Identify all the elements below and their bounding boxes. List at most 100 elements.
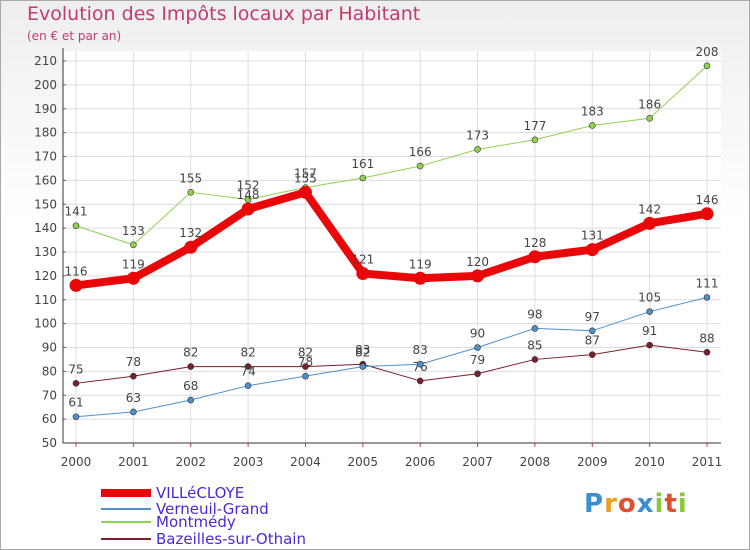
data-label: 98 — [527, 307, 542, 321]
y-tick-label: 200 — [34, 78, 57, 92]
x-tick-label: 2010 — [634, 455, 665, 469]
data-label: 83 — [413, 343, 428, 357]
data-label: 128 — [523, 236, 546, 250]
legend-label: Verneuil-Grand — [156, 500, 269, 518]
data-point — [244, 196, 252, 203]
data-label: 133 — [122, 224, 145, 238]
series-line — [75, 65, 708, 246]
data-label: 82 — [298, 346, 313, 360]
data-point — [700, 207, 714, 221]
data-point — [72, 380, 80, 387]
logo-letter: o — [617, 489, 637, 519]
data-point — [241, 202, 255, 216]
data-point — [416, 377, 424, 385]
legend-swatch — [101, 489, 151, 497]
y-tick-label: 180 — [34, 126, 57, 140]
data-label: 78 — [298, 355, 313, 369]
data-label: 83 — [355, 343, 370, 357]
data-point — [187, 189, 195, 196]
legend-label: Montmédy — [156, 513, 236, 531]
data-point — [126, 271, 140, 285]
data-point — [588, 122, 596, 129]
data-point — [588, 327, 596, 335]
data-point — [298, 185, 312, 199]
chart-subtitle: (en € et par an) — [27, 29, 122, 43]
data-point — [413, 271, 427, 285]
legend-swatch — [101, 508, 151, 510]
data-label: 177 — [523, 119, 546, 133]
data-label: 87 — [585, 334, 600, 348]
series-line — [75, 344, 708, 384]
x-tick-label: 2000 — [61, 455, 92, 469]
data-label: 155 — [179, 171, 202, 185]
x-tick-label: 2009 — [577, 455, 608, 469]
data-point — [416, 360, 424, 368]
data-point — [703, 294, 711, 301]
data-point — [359, 363, 367, 370]
data-label: 186 — [638, 97, 661, 111]
data-point — [130, 241, 137, 249]
data-point — [187, 396, 195, 404]
data-label: 88 — [699, 331, 714, 345]
series-line — [75, 296, 708, 418]
y-tick-label: 100 — [34, 317, 57, 331]
data-label: 119 — [409, 257, 432, 271]
x-tick-label: 2008 — [520, 455, 551, 469]
data-label: 91 — [642, 324, 657, 338]
data-label: 131 — [581, 229, 604, 243]
data-label: 132 — [179, 226, 202, 240]
data-point — [474, 370, 481, 378]
logo-letter: x — [636, 489, 655, 519]
y-tick-label: 150 — [34, 197, 57, 211]
data-label: 97 — [585, 310, 600, 324]
data-label: 111 — [696, 276, 719, 290]
data-label: 146 — [696, 193, 719, 207]
data-label: 155 — [294, 171, 317, 185]
logo-letter: P — [584, 489, 605, 519]
data-label: 141 — [65, 205, 88, 219]
y-tick-label: 130 — [34, 245, 57, 259]
data-label: 63 — [126, 391, 141, 405]
data-point — [474, 344, 481, 351]
y-tick-label: 160 — [34, 173, 57, 187]
legend-swatch — [101, 538, 151, 540]
data-label: 75 — [68, 362, 83, 376]
y-tick-label: 60 — [42, 412, 57, 426]
data-point — [302, 363, 309, 370]
y-tick-label: 110 — [34, 293, 57, 307]
x-tick-label: 2002 — [175, 455, 206, 469]
data-label: 120 — [466, 255, 489, 269]
y-tick-label: 140 — [34, 221, 57, 235]
data-label: 105 — [638, 291, 661, 305]
data-point — [643, 216, 657, 230]
data-point — [130, 408, 137, 416]
data-point — [703, 348, 711, 356]
data-label: 121 — [351, 252, 374, 266]
data-point — [471, 269, 485, 283]
data-point — [531, 356, 539, 363]
data-point — [187, 363, 195, 370]
data-label: 173 — [466, 128, 489, 142]
x-tick-label: 2011 — [692, 455, 723, 469]
data-label: 74 — [240, 365, 255, 379]
x-tick-label: 2006 — [405, 455, 436, 469]
data-label: 166 — [409, 145, 432, 159]
data-label: 157 — [294, 167, 317, 181]
data-label: 90 — [470, 327, 485, 341]
y-tick-label: 210 — [34, 54, 57, 68]
data-point — [528, 250, 542, 264]
legend-label: Bazeilles-sur-Othain — [156, 530, 306, 548]
data-point — [244, 363, 252, 370]
data-point — [244, 382, 252, 390]
data-point — [585, 243, 599, 257]
data-point — [531, 325, 539, 332]
data-label: 78 — [126, 355, 141, 369]
y-tick-label: 120 — [34, 269, 57, 283]
data-point — [302, 372, 309, 380]
y-tick-label: 170 — [34, 150, 57, 164]
data-point — [72, 222, 80, 230]
x-tick-label: 2005 — [348, 455, 379, 469]
data-point — [646, 308, 653, 315]
